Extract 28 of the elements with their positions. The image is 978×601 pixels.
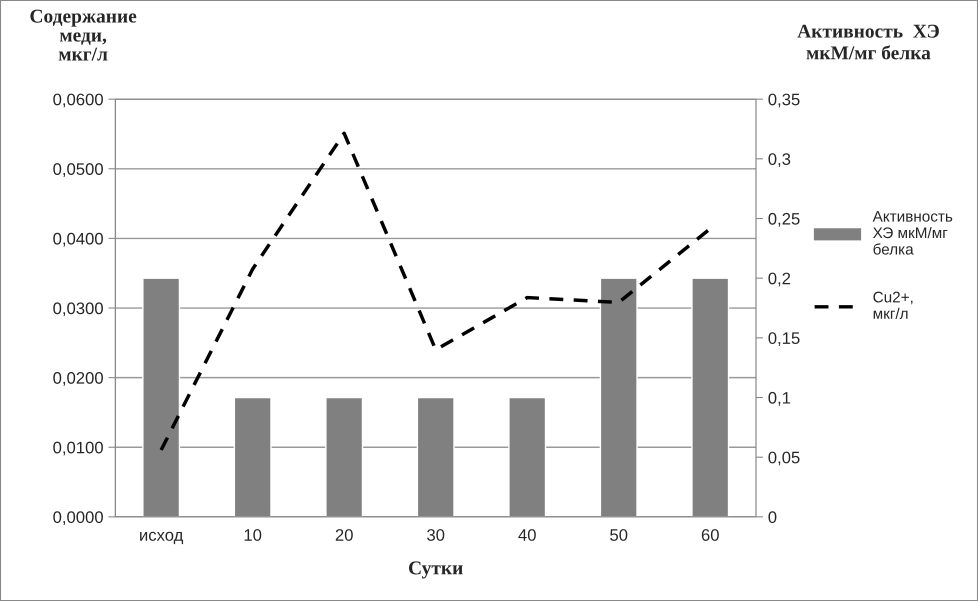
y2-tick-label: 0,2 xyxy=(768,272,790,286)
y2-tick-label: 0,3 xyxy=(768,153,790,168)
legend-label: Cu2+, мкг/л xyxy=(873,292,912,319)
y-tick-label: 0,0400 xyxy=(53,232,103,247)
legend-label: Активность ХЭ мкМ/мг белка xyxy=(872,211,952,255)
x-axis-title: Сутки xyxy=(409,561,463,578)
x-tick-label: 30 xyxy=(427,529,444,541)
y2-tick-label: 0,35 xyxy=(768,94,800,108)
y2-axis-title: Активность ХЭ мкМ/мг белка xyxy=(797,24,939,60)
y2-tick-label: 0,15 xyxy=(768,332,800,346)
x-tick-label: 40 xyxy=(518,529,536,541)
x-tick-label: 50 xyxy=(610,529,628,541)
y2-tick-label: 0,05 xyxy=(768,452,800,466)
y-tick-label: 0,0200 xyxy=(53,372,103,386)
y-axis-title: Содержание меди, мкг/л xyxy=(30,10,136,61)
line-series xyxy=(159,132,712,452)
y-tick-label: 0,0100 xyxy=(53,442,103,456)
x-tick-label: 20 xyxy=(336,529,353,541)
x-tick-label: исход xyxy=(140,532,184,544)
y-tick-label: 0,0000 xyxy=(53,511,103,526)
y2-tick-label: 0 xyxy=(768,511,776,524)
y-tick-label: 0,0600 xyxy=(53,94,103,108)
y2-tick-label: 0,1 xyxy=(768,392,790,406)
x-tick-label: 10 xyxy=(244,529,262,541)
x-tick-label: 60 xyxy=(702,529,719,541)
y-tick-label: 0,0300 xyxy=(53,302,103,316)
y2-tick-label: 0,25 xyxy=(768,212,800,227)
y-tick-label: 0,0500 xyxy=(53,163,103,177)
